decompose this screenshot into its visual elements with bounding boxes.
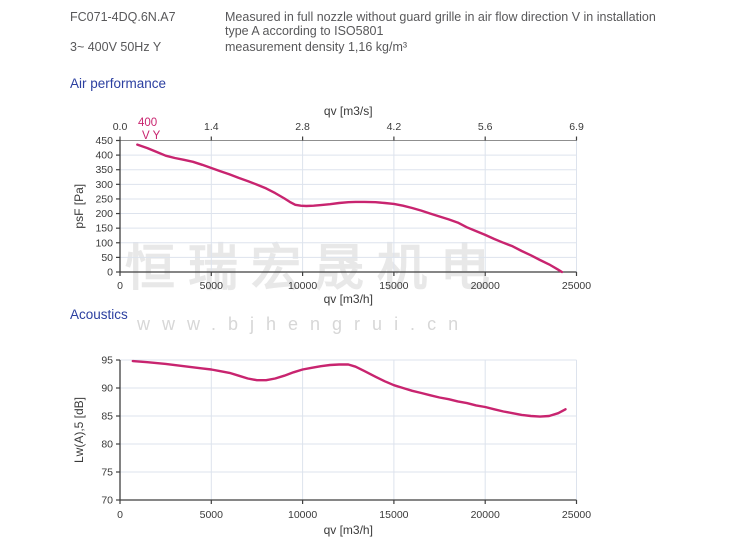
voltage-spec: 3~ 400V 50Hz Y [70,40,162,54]
top-tick-label: 4.2 [387,121,402,133]
measurement-note-line1: Measured in full nozzle without guard gr… [225,10,656,24]
watermark-url: www.bjhengrui.cn [137,314,471,334]
series-label: V Y [142,130,161,142]
x-tick-label: 10000 [288,280,317,292]
section-title-acoustics: Acoustics [70,307,128,322]
x-tick-label: 10000 [288,509,317,521]
y-tick-label: 85 [101,411,113,423]
y-tick-label: 70 [101,495,113,507]
x-tick-label: 15000 [379,509,408,521]
series-curve [131,359,567,418]
measurement-note-line2: type A according to ISO5801 [225,24,384,38]
series-label: 400 [138,117,157,129]
section-title-air-performance: Air performance [70,76,167,91]
y-tick-label: 250 [95,193,113,205]
series-curve [136,143,564,274]
y-tick-label: 0 [107,267,113,279]
top-tick-label: 2.8 [295,121,310,133]
y-tick-label: 150 [95,223,113,235]
watermark-chinese: 恒瑞宏晟机电 [125,240,503,296]
x-tick-label: 20000 [471,509,500,521]
y-axis-label: Lw(A),5 [dB] [72,397,86,463]
x-tick-label: 20000 [471,280,500,292]
measurement-density: measurement density 1,16 kg/m³ [225,40,408,54]
y-tick-label: 450 [95,135,113,147]
x-axis-label: qv [m3/h] [324,523,373,537]
x-axis-label: qv [m3/h] [324,292,373,306]
x-tick-label: 25000 [562,509,591,521]
top-tick-label: 0.0 [113,121,128,133]
top-tick-label: 1.4 [204,121,219,133]
y-tick-label: 50 [101,252,113,264]
y-tick-label: 75 [101,467,113,479]
y-tick-label: 95 [101,355,113,367]
x-tick-label: 0 [117,509,123,521]
x-tick-label: 15000 [379,280,408,292]
y-tick-label: 100 [95,237,113,249]
y-axis-label: psF [Pa] [72,184,86,229]
y-tick-label: 90 [101,383,113,395]
top-tick-label: 5.6 [478,121,493,133]
y-tick-label: 400 [95,150,113,162]
model-number: FC071-4DQ.6N.A7 [70,10,176,24]
x-tick-label: 5000 [200,509,224,521]
y-tick-label: 300 [95,179,113,191]
air-performance-plot: 0 50 100 150 200 250 300 350 400 450 0 5000 10000 150… [72,104,591,306]
y-tick-label: 350 [95,164,113,176]
x-tick-label: 25000 [562,280,591,292]
top-tick-label: 6.9 [569,121,584,133]
top-axis-label: qv [m3/s] [324,104,373,118]
y-tick-label: 200 [95,208,113,220]
x-tick-label: 5000 [200,280,224,292]
y-tick-label: 80 [101,439,113,451]
acoustics-plot: 70 75 80 85 90 95 0 5000 10000 15000 20000 25000 qv … [72,355,591,538]
x-tick-label: 0 [117,280,123,292]
